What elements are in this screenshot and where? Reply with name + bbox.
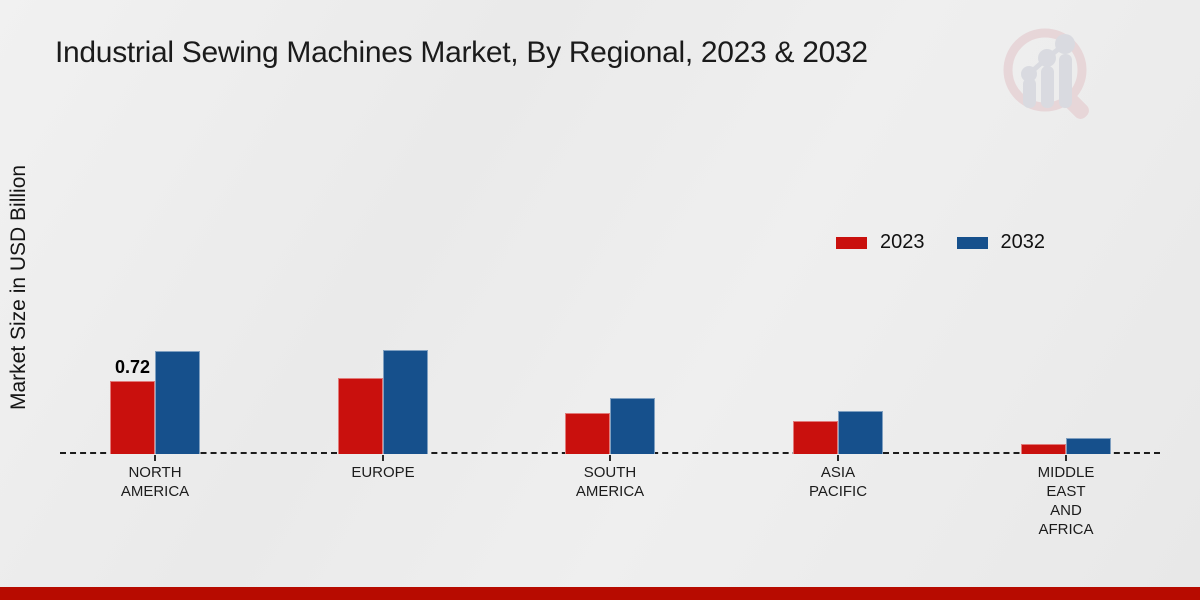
legend-swatch-2023 (836, 236, 867, 249)
bar-2023-south-america (565, 413, 610, 454)
bar-2032-middle-east-and-africa (1066, 438, 1111, 454)
legend-label-2032: 2032 (1000, 231, 1046, 253)
legend-swatch-2032 (956, 236, 988, 249)
legend-item-2032: 2032 (956, 231, 1046, 254)
x-axis-tick-south-america (609, 455, 611, 461)
bar-2023-north-america (110, 381, 155, 454)
legend-item-2023: 2023 (836, 231, 925, 254)
x-axis-tick-middle-east-and-africa (1065, 455, 1067, 461)
bar-2023-asia-pacific (793, 421, 838, 454)
bar-2023-europe (338, 378, 383, 454)
magnifier-bar-chart-logo (1003, 28, 1089, 119)
chart-title: Industrial Sewing Machines Market, By Re… (55, 36, 868, 69)
category-label-asia-pacific: ASIA PACIFIC (808, 464, 868, 500)
bar-2032-north-america (155, 351, 200, 454)
legend: 2023 2032 (836, 231, 1045, 254)
bar-2032-south-america (610, 398, 655, 454)
footer-band (0, 587, 1200, 600)
category-label-south-america: SOUTH AMERICA (575, 464, 645, 500)
bar-2023-middle-east-and-africa (1021, 444, 1066, 454)
category-label-north-america: NORTH AMERICA (120, 464, 190, 500)
value-label-2023-north-america: 0.72 (114, 357, 151, 377)
x-axis-tick-asia-pacific (837, 455, 839, 461)
bar-2032-europe (383, 350, 428, 454)
x-axis-tick-north-america (154, 455, 156, 461)
category-label-europe: EUROPE (351, 464, 415, 481)
legend-label-2023: 2023 (880, 231, 925, 253)
bar-2032-asia-pacific (838, 411, 883, 454)
x-axis-tick-europe (382, 455, 384, 461)
category-label-middle-east-and-africa: MIDDLE EAST AND AFRICA (1037, 464, 1095, 538)
